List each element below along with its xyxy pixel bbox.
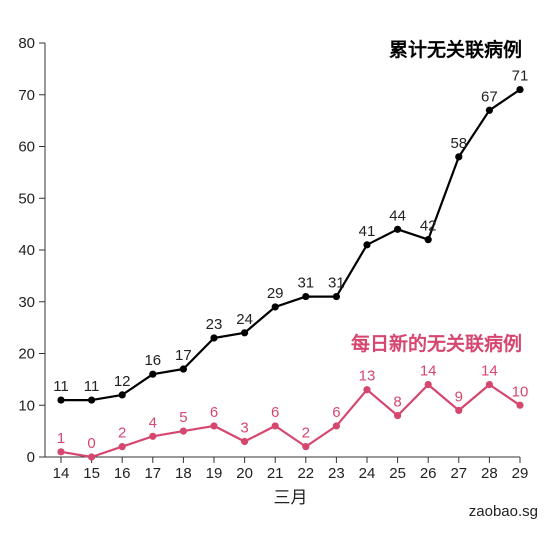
data-point: [57, 396, 65, 404]
x-tick-label: 22: [297, 465, 314, 482]
source-credit: zaobao.sg: [468, 503, 538, 520]
series-line-1: [61, 88, 521, 402]
data-label: 11: [84, 378, 100, 395]
data-point: [179, 365, 187, 373]
data-label: 2: [302, 425, 310, 442]
x-tick-label: 27: [450, 465, 467, 482]
data-point: [485, 380, 493, 389]
data-label: 9: [455, 388, 463, 405]
data-label: 4: [149, 414, 157, 431]
y-tick-label: 70: [18, 87, 35, 104]
data-label: 24: [236, 311, 253, 328]
data-point: [485, 106, 493, 114]
y-tick-label: 0: [27, 449, 35, 466]
y-tick-label: 80: [18, 35, 35, 52]
data-label: 6: [332, 404, 340, 421]
data-label: 67: [481, 88, 498, 105]
data-point: [179, 427, 187, 435]
x-tick-label: 14: [53, 465, 70, 482]
data-label: 17: [175, 347, 192, 364]
data-label: 6: [271, 404, 279, 421]
data-point: [149, 370, 157, 378]
series-line-2: [60, 383, 521, 459]
data-label: 14: [481, 363, 498, 380]
x-tick-label: 21: [267, 465, 284, 482]
data-label: 13: [359, 368, 376, 385]
x-tick-label: 20: [236, 465, 253, 482]
x-tick-label: 29: [512, 465, 529, 482]
data-label: 14: [420, 363, 437, 380]
data-label: 71: [512, 68, 529, 85]
x-tick-label: 16: [114, 465, 131, 482]
data-label: 6: [210, 404, 218, 421]
data-point: [210, 334, 218, 342]
y-tick-label: 10: [18, 397, 35, 414]
data-label: 5: [179, 409, 187, 426]
y-tick-label: 60: [18, 139, 35, 156]
data-point: [241, 437, 249, 446]
data-point: [271, 422, 279, 430]
data-point: [394, 225, 402, 233]
data-point: [424, 380, 432, 389]
x-axis-title: 三月: [274, 488, 308, 508]
data-point: [241, 329, 249, 337]
x-tick-label: 15: [83, 465, 100, 482]
x-tick-label: 17: [144, 465, 161, 482]
data-label: 58: [450, 135, 467, 152]
data-point: [455, 153, 463, 161]
legend-label-cumulative: 累计无关联病例: [389, 38, 522, 61]
data-point: [118, 391, 126, 399]
data-point: [302, 292, 310, 301]
data-point: [394, 412, 402, 420]
data-point: [149, 432, 157, 440]
data-point: [88, 396, 96, 404]
data-label: 31: [328, 275, 345, 292]
data-point: [455, 406, 463, 415]
data-label: 31: [297, 275, 314, 292]
data-label: 0: [87, 435, 95, 452]
data-point: [424, 236, 432, 244]
x-tick-label: 23: [328, 465, 345, 482]
x-tick-label: 18: [175, 465, 192, 482]
y-tick-label: 40: [18, 242, 35, 259]
y-tick-label: 50: [18, 190, 35, 207]
x-tick-label: 19: [206, 465, 223, 482]
data-label: 8: [393, 394, 401, 411]
data-label: 3: [240, 419, 248, 436]
data-point: [57, 448, 65, 456]
y-tick-label: 20: [18, 346, 35, 363]
data-point: [88, 453, 96, 461]
data-label: 11: [53, 378, 69, 395]
data-point: [516, 85, 524, 94]
data-label: 1: [57, 430, 65, 447]
data-label: 16: [144, 352, 161, 369]
data-point: [516, 401, 524, 409]
x-tick-label: 24: [359, 465, 376, 482]
data-label: 10: [512, 383, 529, 400]
x-tick-label: 25: [389, 465, 406, 482]
data-label: 41: [359, 223, 376, 240]
data-point: [363, 386, 371, 394]
x-tick-label: 26: [420, 465, 437, 482]
y-tick-label: 30: [18, 294, 35, 311]
x-tick-label: 28: [481, 465, 498, 482]
data-point: [332, 292, 340, 301]
legend-label-daily: 每日新的无关联病例: [351, 332, 522, 355]
data-point: [363, 241, 371, 249]
data-label: 23: [206, 316, 223, 333]
data-point: [210, 422, 218, 430]
data-label: 2: [118, 425, 126, 442]
data-point: [118, 443, 126, 451]
data-point: [271, 303, 279, 311]
data-label: 44: [389, 207, 406, 224]
data-point: [302, 443, 310, 451]
data-label: 42: [420, 218, 437, 235]
data-label: 12: [114, 373, 131, 390]
data-point: [332, 422, 340, 430]
data-label: 29: [267, 285, 284, 302]
